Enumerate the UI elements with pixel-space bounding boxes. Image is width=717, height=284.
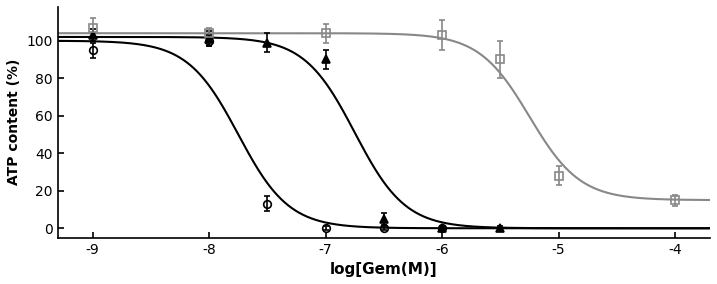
X-axis label: log[Gem(M)]: log[Gem(M)] [330,262,437,277]
Y-axis label: ATP content (%): ATP content (%) [7,59,21,185]
